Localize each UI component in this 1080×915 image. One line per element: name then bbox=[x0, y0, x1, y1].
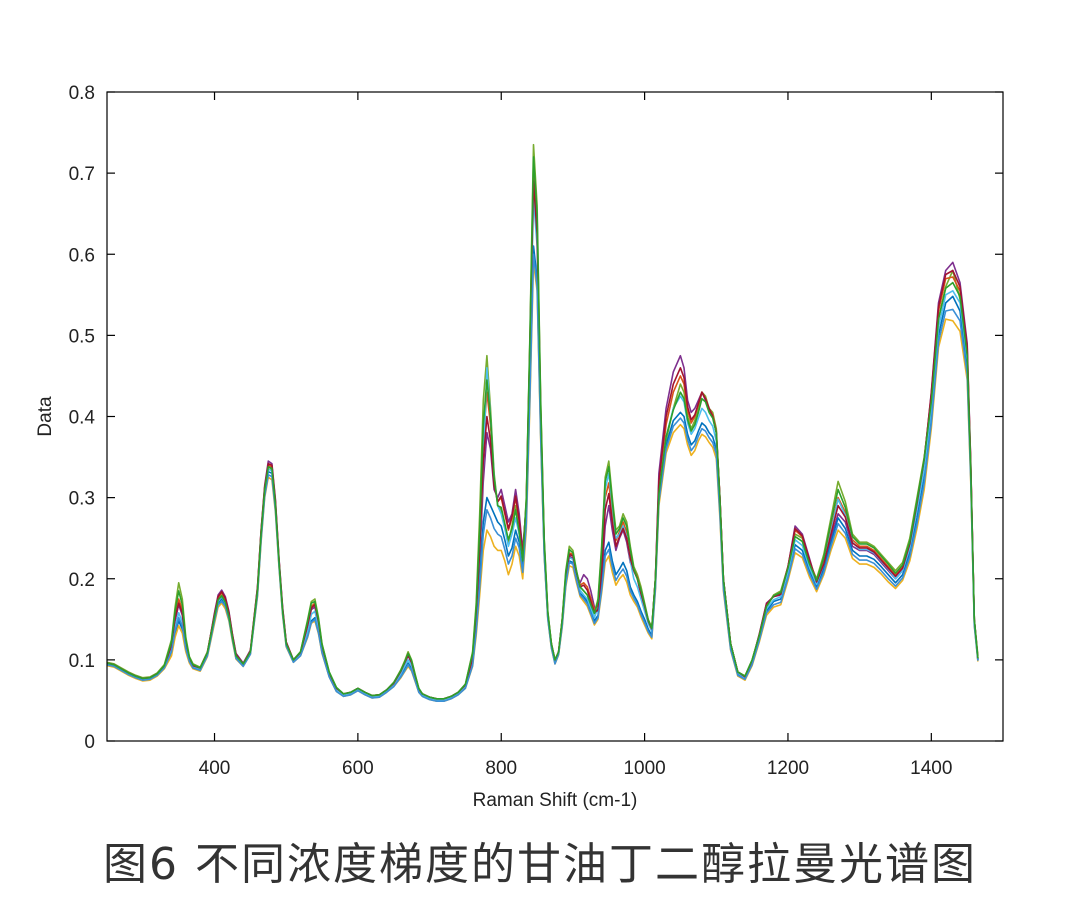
y-tick-label: 0.6 bbox=[69, 245, 95, 266]
x-axis-label: Raman Shift (cm-1) bbox=[473, 790, 638, 811]
y-tick-label: 0.7 bbox=[69, 164, 95, 185]
y-tick-label: 0.2 bbox=[69, 570, 95, 591]
y-axis-label: Data bbox=[35, 396, 56, 437]
plot-frame bbox=[106, 91, 1004, 742]
raman-spectrum-chart: 400 600 800 1000 1200 1400 0 0.1 0.2 0.3 0.4 0.5 0.6… bbox=[35, 83, 1004, 811]
series-line-3 bbox=[106, 172, 979, 700]
axis-ticks: 400 600 800 1000 1200 1400 0 0.1 0.2 0.3 0.4 0.5 0.6… bbox=[69, 83, 1003, 779]
y-tick-label: 0.1 bbox=[69, 651, 95, 672]
y-tick-label: 0.5 bbox=[69, 326, 95, 347]
x-tick-label: 1000 bbox=[623, 758, 665, 779]
x-tick-label: 1400 bbox=[910, 758, 952, 779]
x-tick-label: 400 bbox=[199, 758, 231, 779]
y-tick-label: 0 bbox=[84, 732, 95, 753]
x-tick-label: 800 bbox=[485, 758, 517, 779]
y-tick-label: 0.8 bbox=[69, 83, 95, 104]
x-tick-label: 1200 bbox=[767, 758, 809, 779]
series-lines bbox=[106, 143, 979, 702]
figure-caption: 图6 不同浓度梯度的甘油丁二醇拉曼光谱图 bbox=[103, 839, 977, 890]
series-line-1 bbox=[106, 143, 979, 700]
y-tick-label: 0.4 bbox=[69, 408, 96, 429]
x-tick-label: 600 bbox=[342, 758, 374, 779]
series-line-9 bbox=[106, 156, 979, 700]
y-tick-label: 0.3 bbox=[69, 489, 95, 510]
